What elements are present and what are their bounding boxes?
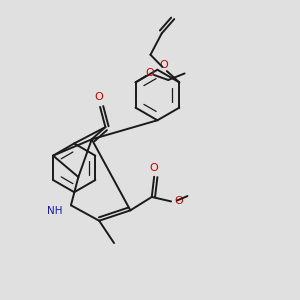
Text: O: O bbox=[150, 163, 158, 173]
Text: O: O bbox=[94, 92, 103, 102]
Text: NH: NH bbox=[47, 206, 63, 216]
Text: O: O bbox=[146, 68, 154, 79]
Text: O: O bbox=[159, 60, 168, 70]
Text: O: O bbox=[174, 196, 183, 206]
